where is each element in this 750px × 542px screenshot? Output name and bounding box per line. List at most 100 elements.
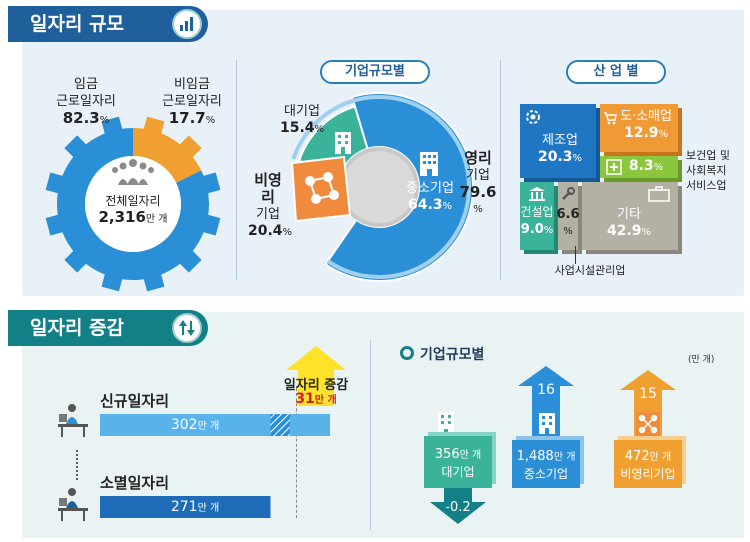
construction-pct: 9.0 xyxy=(520,222,544,237)
sme-change-value: 16 xyxy=(537,382,555,398)
nonprofit-firm-label: 비영리 기업 20.4% xyxy=(248,171,292,241)
nonprofit-sector xyxy=(290,155,352,223)
manufacturing-label: 제조업 20.3% xyxy=(528,132,592,167)
pct-sign: % xyxy=(442,201,453,212)
divider xyxy=(236,60,237,280)
bar-chart-icon xyxy=(172,9,202,39)
pct-sign: % xyxy=(314,124,325,135)
health-welfare-name-2: 사회복지 xyxy=(686,164,727,177)
tile-other: 기타 42.9% xyxy=(582,182,678,250)
pct-sign: % xyxy=(543,225,554,236)
wrench-icon xyxy=(560,186,576,202)
wage-jobs-pct: 82.3 xyxy=(62,109,100,127)
divider xyxy=(370,340,371,530)
tile-facility-mgmt: 6.6 % xyxy=(556,182,580,250)
nonprofit-block xyxy=(614,440,682,488)
nonprofit-firm-pct: 20.4 xyxy=(248,223,283,239)
other-name: 기타 xyxy=(617,207,641,222)
briefcase-icon xyxy=(648,186,670,202)
change-by-firm-heading: 기업규모별 xyxy=(420,347,485,363)
new-jobs-value: 302만 개 xyxy=(100,414,290,436)
nonwage-jobs-label-2: 근로일자리 xyxy=(162,94,222,109)
pct-sign: % xyxy=(99,115,110,126)
net-change-arrow xyxy=(286,346,346,406)
retail-pct: 12.9 xyxy=(623,125,659,141)
total-jobs-label: 전체일자리 xyxy=(105,194,161,208)
nonwage-jobs-pct: 17.7 xyxy=(168,109,206,127)
unit: 만 개 xyxy=(649,452,672,463)
health-welfare-name-1: 보건업 및 xyxy=(686,149,730,162)
construction-label: 건설업 9.0% xyxy=(518,204,556,239)
medical-cross-icon xyxy=(606,159,622,175)
sme-name: 중소기업 xyxy=(406,181,454,196)
large-firm-down-arrow-shape xyxy=(430,488,486,524)
sme-name: 중소기업 xyxy=(523,467,569,481)
tile-retail: 도·소매업 12.9% xyxy=(600,104,678,152)
bullet-ring-icon xyxy=(400,346,414,360)
nonprofit-change-label: 472만 개 비영리기업 xyxy=(610,448,686,483)
nonwage-jobs-label: 비임금 근로일자리 17.7% xyxy=(150,76,234,129)
net-change-label: 일자리 증감 xyxy=(283,378,349,393)
pct-sign: % xyxy=(658,129,669,140)
large-firm-down-arrow xyxy=(430,488,486,524)
pct-sign: % xyxy=(641,227,652,238)
sme-up-arrow-shape xyxy=(518,366,574,444)
other-label: 기타 42.9% xyxy=(594,206,664,241)
health-welfare-name-3: 서비스업 xyxy=(686,179,727,192)
lost-jobs-bar xyxy=(100,496,271,518)
net-change-bar xyxy=(270,414,290,436)
pct-sign: % xyxy=(473,204,483,215)
net-guide-line xyxy=(296,388,297,518)
health-welfare-label: 보건업 및 사회복지 서비스업 xyxy=(686,148,748,193)
large-firm-name: 대기업 xyxy=(284,104,320,119)
nonprofit-sector-shape xyxy=(290,155,352,223)
firm-size-donut-chart xyxy=(291,92,474,282)
sme-label: 중소기업 64.3% xyxy=(400,180,460,215)
profit-firm-label: 영리 기업 79.6 % xyxy=(458,150,498,218)
nonwage-jobs-label-1: 비임금 xyxy=(174,77,210,92)
firm-size-heading: 기업규모별 xyxy=(320,60,430,84)
facility-leader-line xyxy=(575,246,576,264)
sme-change-label: 1,488만 개 중소기업 xyxy=(512,448,580,483)
nonprofit-up-arrow xyxy=(620,370,676,444)
large-firm-name: 대기업 xyxy=(441,465,475,479)
job-change-bars xyxy=(100,414,330,518)
unit: 만 개 xyxy=(197,503,220,514)
sme-jobs: 1,488 xyxy=(516,449,554,464)
net-change-number: 31 xyxy=(295,391,315,407)
pct-sign: % xyxy=(205,115,216,126)
facility-label: 사업시설관리업 xyxy=(554,264,626,277)
new-jobs-label: 신규일자리 xyxy=(100,392,170,410)
profit-firm-pct: 79.6 xyxy=(459,183,497,201)
industry-heading: 산 업 별 xyxy=(566,60,666,84)
lost-jobs-number: 271 xyxy=(170,499,198,515)
gear-center xyxy=(85,156,181,252)
wage-jobs-label-1: 임금 xyxy=(74,77,98,92)
new-jobs-number: 302 xyxy=(170,417,198,433)
worker-desk-icon xyxy=(56,402,90,438)
building-icon xyxy=(436,410,456,436)
construction-name: 건설업 xyxy=(520,205,554,219)
facility-pct: 6.6 xyxy=(556,207,580,222)
tile-health-welfare: 8.3% xyxy=(600,156,678,178)
office-building-icon xyxy=(538,412,556,434)
nonprofit-jobs: 472 xyxy=(624,449,650,464)
large-firm-change-label: 356만 개 대기업 xyxy=(424,446,492,481)
large-firm-label: 대기업 15.4% xyxy=(272,103,332,138)
profit-firm-name-2: 기업 xyxy=(466,168,490,183)
large-firm-block xyxy=(424,436,492,488)
office-building-icon xyxy=(418,150,440,176)
gear-icon xyxy=(524,108,542,126)
building-icon xyxy=(332,128,354,154)
unit: 만 개 xyxy=(314,395,337,406)
manufacturing-name: 제조업 xyxy=(542,133,578,148)
network-icon xyxy=(636,412,660,436)
up-down-arrows-icon xyxy=(172,313,202,343)
total-jobs-value: 2,316만 개 xyxy=(84,209,182,228)
gear-slice-nonwage xyxy=(133,128,202,183)
facility-pct-wrap: 6.6 % xyxy=(554,206,582,240)
nonprofit-firm-name-1: 비영리 xyxy=(254,171,282,206)
unit-note: (만 개) xyxy=(688,355,715,365)
lost-jobs-value: 271만 개 xyxy=(100,496,290,518)
nonprofit-change-value: 15 xyxy=(639,386,657,402)
